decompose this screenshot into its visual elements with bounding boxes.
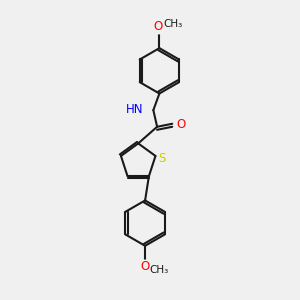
Text: O: O [140,260,150,274]
Text: HN: HN [126,103,143,116]
Text: O: O [153,20,163,34]
Text: CH₃: CH₃ [163,19,182,29]
Text: S: S [158,152,165,166]
Text: O: O [176,118,185,131]
Text: CH₃: CH₃ [149,265,168,275]
